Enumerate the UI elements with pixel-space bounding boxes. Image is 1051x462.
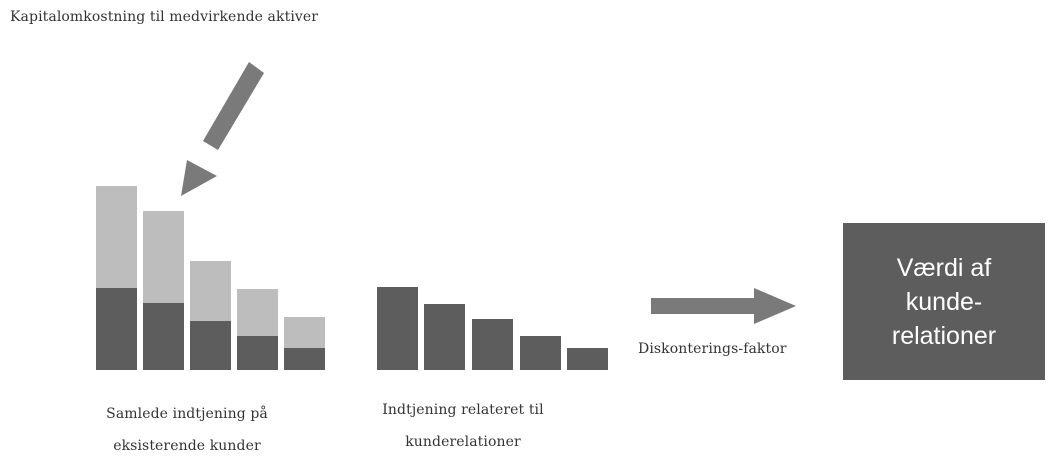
relation-earnings-label-line1: Indtjening relateret til [338, 394, 588, 426]
total-bar-1-relation-earnings [96, 288, 137, 370]
capital-cost-label: Kapitalomkostning til medvirkende aktive… [10, 9, 318, 25]
total-earnings-label: Samlede indtjening på eksisterende kunde… [62, 398, 312, 462]
total-earnings-bars [96, 186, 325, 370]
relation-bar-5 [567, 348, 608, 370]
total-earnings-label-line2: eksisterende kunder [62, 430, 312, 462]
value-box-text: Værdi af kunde- relationer [854, 251, 1034, 353]
total-bar-4-capital-cost [237, 289, 278, 336]
total-bar-2-capital-cost [143, 211, 184, 303]
total-bar-5-relation-earnings [284, 348, 325, 370]
total-bar-2-relation-earnings [143, 303, 184, 370]
relation-bar-2 [424, 304, 465, 370]
discount-arrow-head [754, 288, 796, 324]
relation-earnings-label-line2: kunderelationer [338, 426, 588, 458]
total-earnings-label-line1: Samlede indtjening på [62, 398, 312, 430]
discount-factor-label: Diskonterings-faktor [638, 341, 787, 357]
total-bar-1-capital-cost [96, 186, 137, 288]
capital-cost-arrow-head [181, 160, 217, 196]
relation-bar-1 [377, 287, 418, 370]
relation-earnings-label: Indtjening relateret til kunderelationer [338, 394, 588, 458]
relation-bar-4 [520, 336, 561, 370]
discount-arrow-shaft [651, 298, 757, 314]
total-bar-4-relation-earnings [237, 336, 278, 370]
discount-arrow [651, 288, 796, 324]
capital-cost-arrow [181, 62, 264, 196]
relation-earnings-bars [377, 287, 608, 370]
relation-bar-3 [472, 319, 513, 370]
capital-cost-arrow-shaft [203, 62, 264, 150]
customer-relations-value-box: Værdi af kunde- relationer [843, 223, 1045, 380]
total-bar-5-capital-cost [284, 317, 325, 348]
total-bar-3-relation-earnings [190, 321, 231, 370]
total-bar-3-capital-cost [190, 261, 231, 321]
